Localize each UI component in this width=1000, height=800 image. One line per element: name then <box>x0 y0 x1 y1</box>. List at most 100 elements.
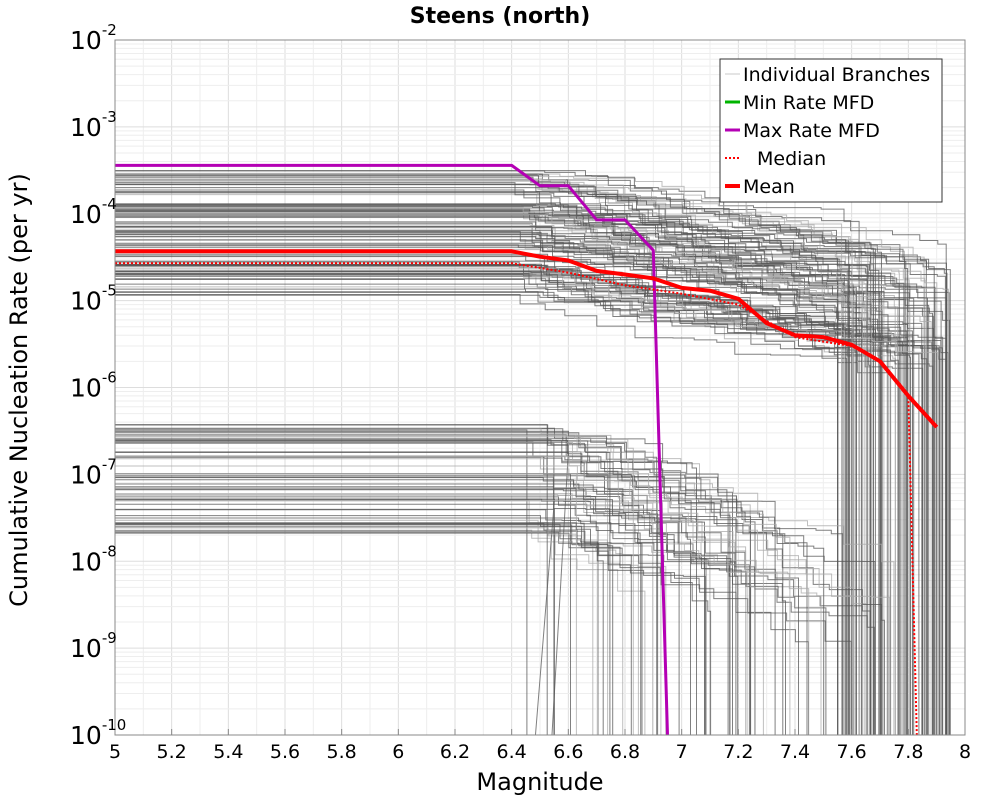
branch-line <box>115 273 843 735</box>
series-layer <box>115 163 939 736</box>
x-tick-label: 6.8 <box>610 741 640 763</box>
branch-line <box>115 179 947 735</box>
branch-line <box>115 527 756 735</box>
branch-line <box>115 215 942 735</box>
branch-line <box>115 428 784 735</box>
branch-line <box>115 189 909 735</box>
branch-line <box>115 213 951 735</box>
x-tick-label: 6.6 <box>553 741 583 763</box>
x-tick-label: 5 <box>109 741 121 763</box>
branch-line <box>115 439 611 735</box>
legend: Individual Branches Min Rate MFD Max Rate … <box>719 58 943 203</box>
x-tick-label: 6 <box>392 741 404 763</box>
branch-line <box>115 222 944 735</box>
branch-line <box>115 170 860 735</box>
branch-line <box>115 429 528 735</box>
branch-line <box>115 483 659 735</box>
branch-line <box>115 272 928 735</box>
branch-line <box>115 183 946 735</box>
x-tick-label: 7.4 <box>780 741 810 763</box>
branch-line <box>115 465 891 735</box>
branch-line <box>115 267 939 735</box>
branch-line <box>115 203 947 735</box>
legend-box <box>719 58 943 203</box>
branch-line <box>115 225 868 735</box>
branch-line <box>115 496 827 735</box>
branch-line <box>115 515 852 735</box>
x-tick-label: 7 <box>676 741 688 763</box>
branch-line <box>115 226 900 735</box>
x-tick-label: 7.6 <box>837 741 867 763</box>
y-tick-label: 10-4 <box>70 195 117 229</box>
branch-line <box>115 242 857 735</box>
branch-line <box>115 173 853 735</box>
branch-line <box>115 233 839 735</box>
chart-title: Steens (north) <box>410 4 591 29</box>
x-tick-label: 5.6 <box>270 741 300 763</box>
legend-label: Mean <box>743 176 795 198</box>
branch-line <box>115 424 776 735</box>
branch-line <box>115 243 865 735</box>
branch-line <box>115 531 752 735</box>
x-tick-label: 7.8 <box>893 741 923 763</box>
branch-line <box>115 486 871 735</box>
branch-line <box>115 476 642 735</box>
x-tick-label: 6.4 <box>497 741 527 763</box>
x-axis-label: Magnitude <box>476 768 603 796</box>
branch-line <box>115 264 908 735</box>
branch-line <box>115 191 925 735</box>
branch-line <box>115 191 948 735</box>
branch-line <box>115 529 646 735</box>
branch-line <box>115 530 706 735</box>
branch-line <box>115 455 895 735</box>
branch-line <box>115 437 751 735</box>
branch-line <box>115 435 791 735</box>
branch-line <box>115 524 712 735</box>
branch-line <box>115 519 594 735</box>
x-tick-label: 8 <box>959 741 971 763</box>
series-max-rate-mfd-line <box>115 163 669 736</box>
x-tick-label: 5.4 <box>213 741 243 763</box>
branch-line <box>115 487 748 735</box>
x-tick-label: 7.2 <box>723 741 753 763</box>
branch-line <box>115 523 809 735</box>
legend-label: Individual Branches <box>743 64 930 86</box>
branch-line <box>115 424 548 735</box>
branch-line <box>115 173 905 735</box>
branch-line <box>115 427 697 735</box>
plot-frame <box>114 39 966 736</box>
branch-line <box>115 279 911 735</box>
branch-line <box>115 473 577 735</box>
branch-line <box>115 180 843 735</box>
branch-line <box>115 231 889 735</box>
x-tick-label: 6.2 <box>440 741 470 763</box>
branch-line <box>115 428 764 735</box>
branch-line <box>115 286 891 735</box>
branch-line <box>115 458 855 735</box>
y-axis-label: Cumulative Nucleation Rate (per yr) <box>5 173 33 607</box>
branch-line <box>115 442 555 735</box>
x-tick-label: 5.2 <box>157 741 187 763</box>
x-tick-label: 5.8 <box>327 741 357 763</box>
legend-label: Max Rate MFD <box>743 120 880 142</box>
branch-line <box>115 526 599 735</box>
series-mean-line <box>115 249 939 429</box>
legend-label: Median <box>757 148 826 170</box>
branch-line <box>115 245 947 735</box>
branch-line <box>115 522 643 735</box>
branch-line <box>115 442 609 735</box>
y-ticks: 10-210-310-410-510-610-710-810-910-10 <box>70 21 126 750</box>
branch-line <box>115 294 934 735</box>
branch-line <box>115 473 731 735</box>
branch-line <box>115 216 849 735</box>
legend-label: Min Rate MFD <box>743 92 874 114</box>
branch-line <box>115 273 896 735</box>
branch-line <box>115 180 938 735</box>
branch-line <box>115 170 874 735</box>
branch-line <box>115 488 876 735</box>
x-ticks: 5 5.2 5.4 5.6 5.8 6 6.2 6.4 6.6 6.8 7 7.2 7.4 7.6 7.8 8 <box>109 729 971 763</box>
branch-line <box>115 500 810 735</box>
branch-line <box>115 430 844 735</box>
branch-line <box>115 205 880 735</box>
